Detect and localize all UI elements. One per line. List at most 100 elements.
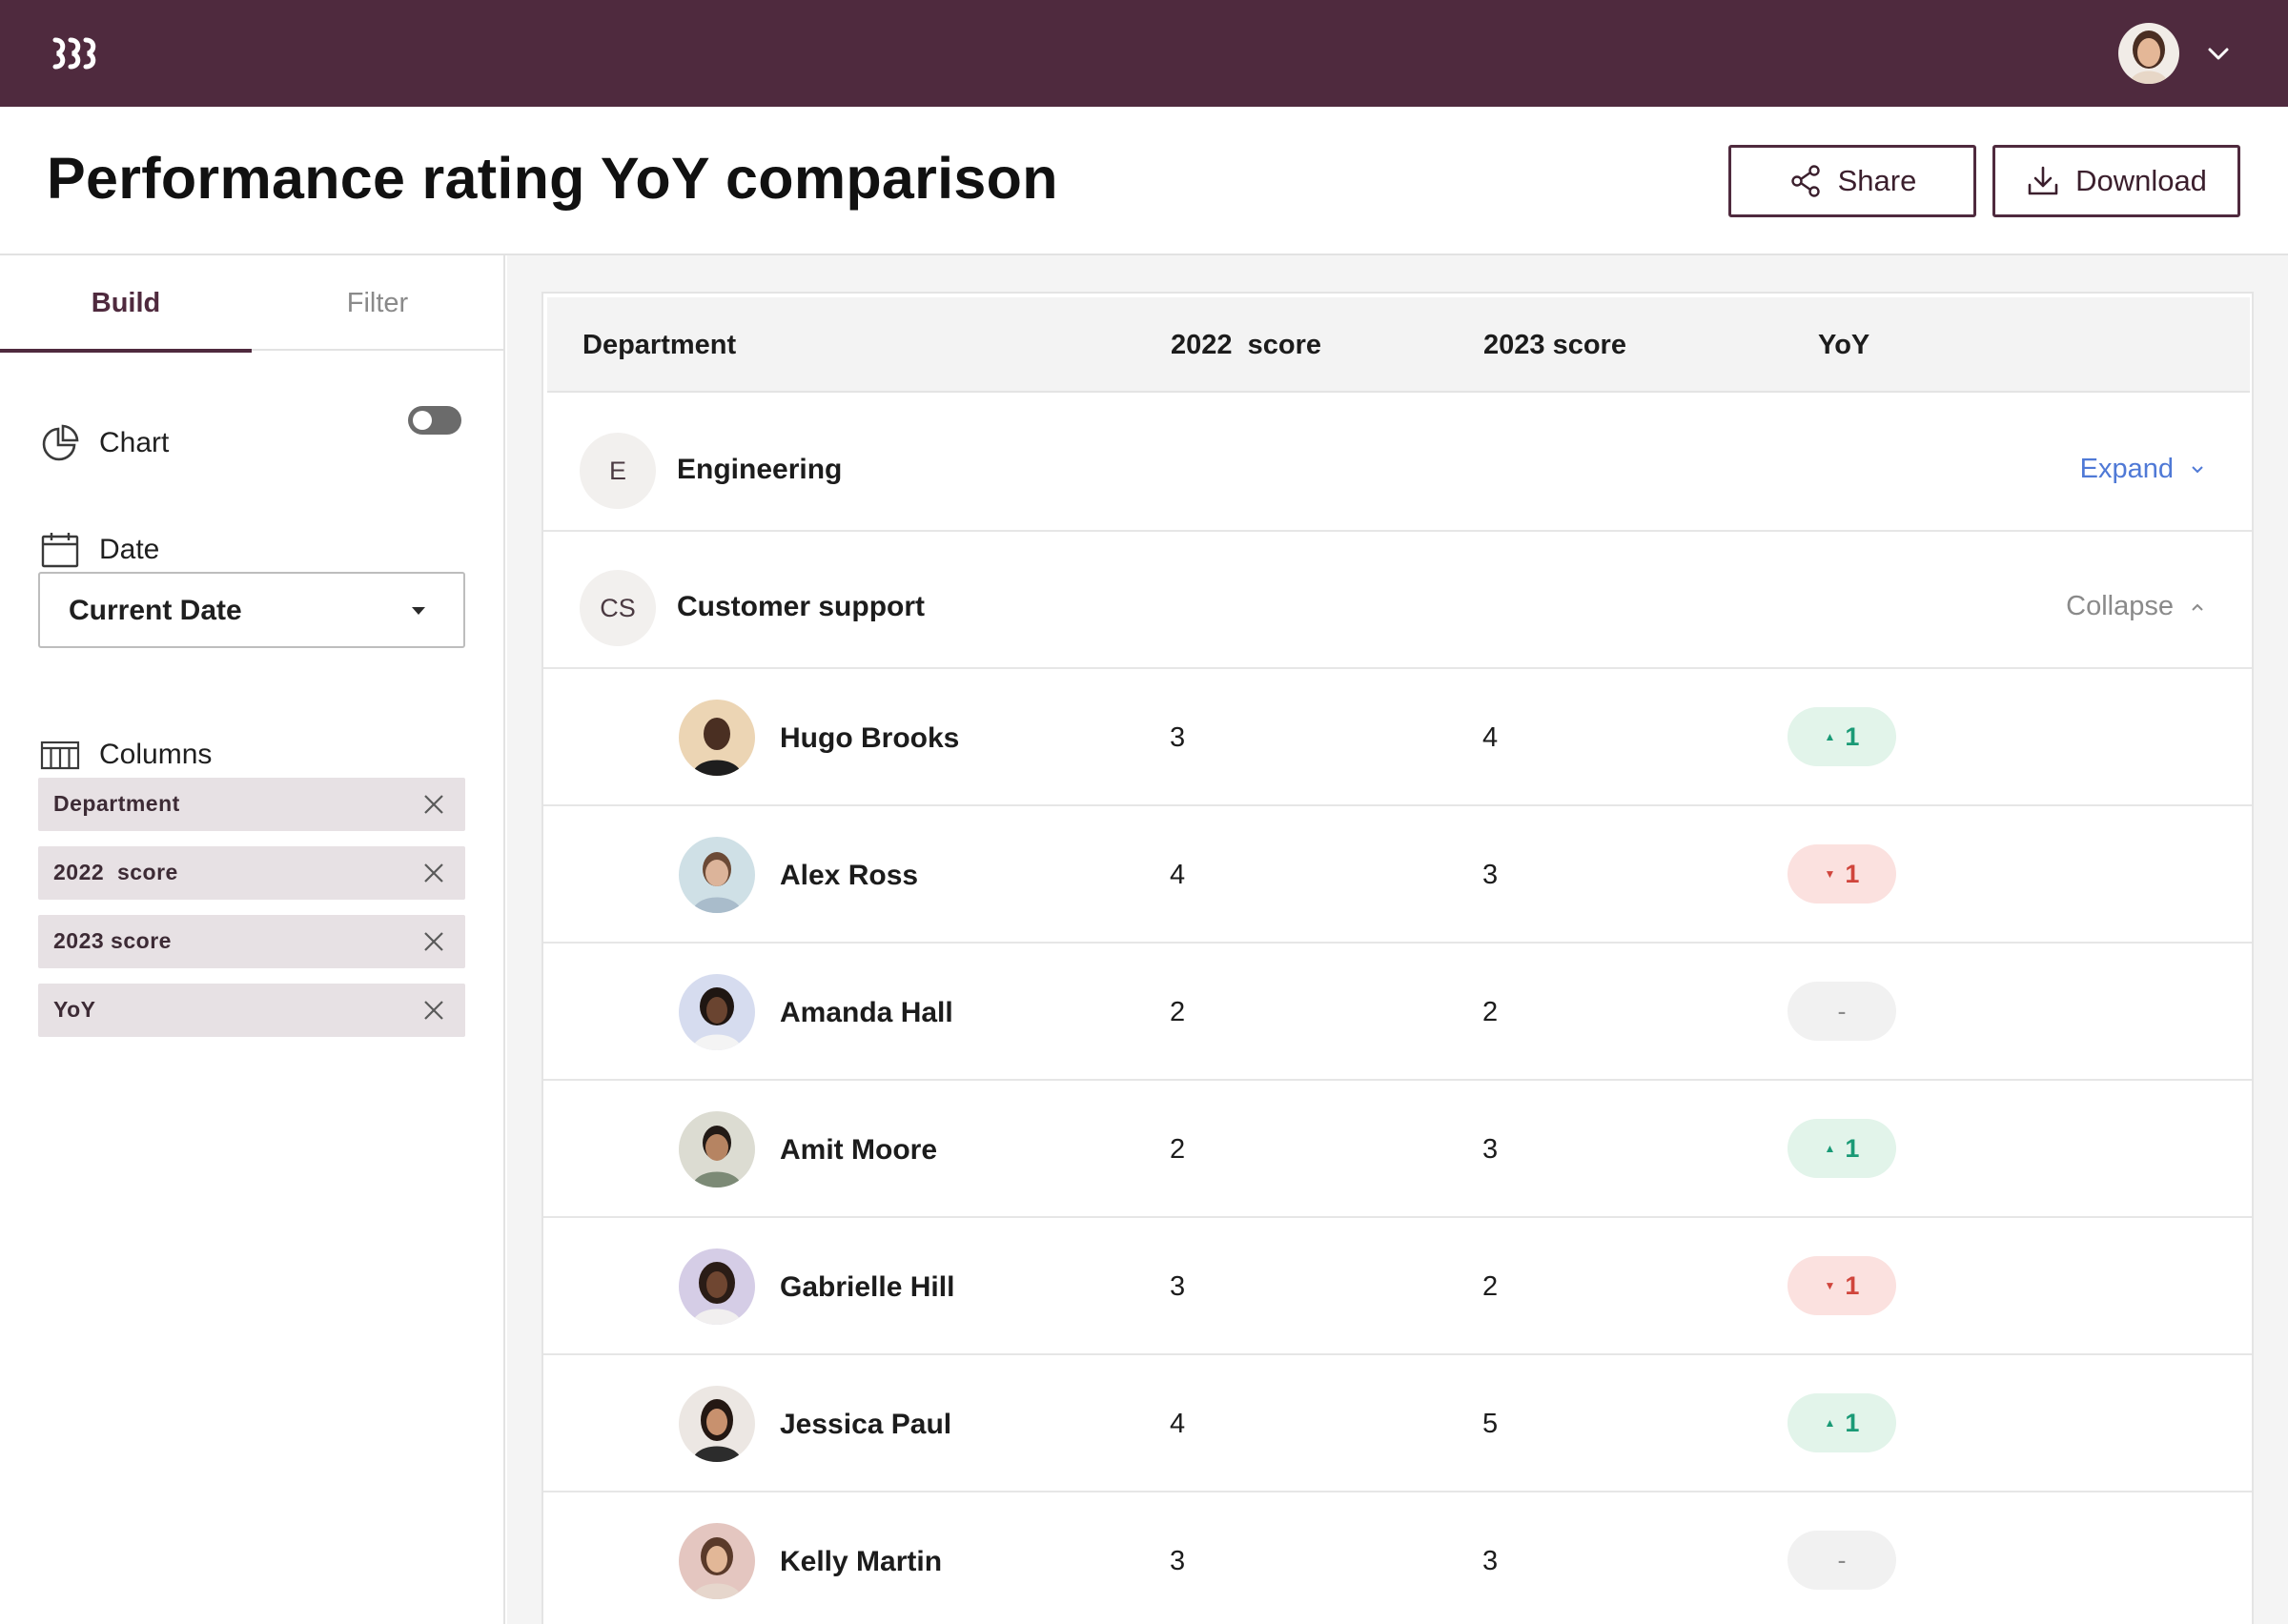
column-chip: 2023 score (38, 915, 465, 968)
score-2023: 3 (1482, 860, 1499, 890)
score-2023: 2 (1482, 1271, 1499, 1302)
chart-toggle[interactable] (408, 406, 461, 435)
chevron-up-icon (2192, 603, 2203, 611)
download-icon (2028, 166, 2058, 195)
table-row[interactable]: Gabrielle Hill 3 2 ▼ 1 (543, 1218, 2252, 1355)
columns-icon (40, 741, 80, 770)
employee-name: Amit Moore (780, 1134, 937, 1166)
column-chip-label: Department (53, 791, 180, 816)
yoy-value: 1 (1845, 1133, 1860, 1163)
avatar (679, 1386, 755, 1462)
yoy-value: - (1837, 996, 1847, 1025)
column-chip: YoY (38, 984, 465, 1037)
column-header-yoy[interactable]: YoY (1818, 330, 1870, 360)
yoy-badge: ▲ 1 (1788, 707, 1896, 766)
score-2023: 2 (1482, 997, 1499, 1027)
trend-up-icon: ▲ (1824, 1416, 1836, 1430)
tab-filter[interactable]: Filter (346, 287, 409, 318)
share-label: Share (1837, 164, 1917, 197)
score-2023: 5 (1482, 1409, 1499, 1439)
score-2022: 3 (1170, 722, 1186, 753)
column-header-department[interactable]: Department (582, 330, 737, 360)
close-icon[interactable] (422, 793, 445, 816)
table-row[interactable]: Amit Moore 2 3 ▲ 1 (543, 1081, 2252, 1218)
yoy-value: 1 (1845, 721, 1860, 751)
top-bar (0, 0, 2288, 107)
avatar (679, 837, 755, 913)
date-option: Date (40, 526, 159, 574)
department-row-engineering[interactable]: E Engineering Expand (543, 395, 2252, 532)
page-title: Performance rating YoY comparison (47, 146, 1058, 211)
columns-section: Columns (40, 731, 212, 779)
tab-build[interactable]: Build (0, 255, 252, 353)
download-label: Download (2075, 164, 2207, 197)
table-row[interactable]: Kelly Martin 3 3 - (543, 1492, 2252, 1624)
collapse-label: Collapse (2066, 591, 2174, 621)
sidebar-tabs: Build Filter (0, 255, 503, 353)
yoy-badge: ▼ 1 (1788, 1256, 1896, 1315)
employee-name: Jessica Paul (780, 1409, 952, 1440)
trend-up-icon: ▲ (1824, 1142, 1836, 1155)
download-button[interactable]: Download (1992, 145, 2240, 217)
employee-name: Alex Ross (780, 860, 919, 891)
table-row[interactable]: Amanda Hall 2 2 - (543, 944, 2252, 1081)
table-header: Department 2022 score 2023 score YoY (547, 297, 2250, 393)
yoy-badge: - (1788, 1531, 1896, 1590)
share-icon (1790, 165, 1820, 197)
score-2022: 3 (1170, 1271, 1186, 1302)
date-select[interactable]: Current Date (38, 572, 465, 648)
avatar (679, 974, 755, 1050)
column-header-2023-score[interactable]: 2023 score (1483, 330, 1626, 360)
column-chip-label: 2023 score (53, 928, 172, 953)
column-chip: 2022 score (38, 846, 465, 900)
yoy-badge: ▼ 1 (1788, 844, 1896, 903)
table-row[interactable]: Hugo Brooks 3 4 ▲ 1 (543, 669, 2252, 806)
score-2023: 4 (1482, 722, 1499, 753)
department-row-customer-support[interactable]: CS Customer support Collapse (543, 532, 2252, 669)
score-2023: 3 (1482, 1134, 1499, 1165)
chart-label: Chart (99, 427, 170, 458)
trend-down-icon: ▼ (1824, 1279, 1836, 1292)
yoy-value: - (1837, 1545, 1847, 1574)
column-chip-label: YoY (53, 997, 96, 1022)
date-select-value: Current Date (69, 595, 242, 626)
user-avatar[interactable] (2118, 23, 2179, 84)
caret-down-icon (412, 607, 425, 615)
brand-logo-icon[interactable] (51, 34, 103, 72)
trend-down-icon: ▼ (1824, 867, 1836, 881)
expand-button[interactable]: Expand (2080, 454, 2204, 485)
close-icon[interactable] (422, 930, 445, 953)
yoy-value: 1 (1845, 1408, 1860, 1437)
table-row[interactable]: Jessica Paul 4 5 ▲ 1 (543, 1355, 2252, 1492)
share-button[interactable]: Share (1728, 145, 1976, 217)
employee-name: Kelly Martin (780, 1546, 943, 1577)
avatar (679, 1111, 755, 1188)
department-initials: E (580, 433, 656, 509)
score-2022: 2 (1170, 997, 1186, 1027)
close-icon[interactable] (422, 862, 445, 884)
close-icon[interactable] (422, 999, 445, 1022)
score-2022: 2 (1170, 1134, 1186, 1165)
table-row[interactable]: Alex Ross 4 3 ▼ 1 (543, 806, 2252, 944)
chevron-down-icon (2192, 465, 2203, 473)
yoy-badge: ▲ 1 (1788, 1393, 1896, 1452)
column-chip: Department (38, 778, 465, 831)
chevron-down-icon[interactable] (2206, 42, 2231, 65)
department-name: Customer support (677, 591, 926, 622)
yoy-value: 1 (1845, 1270, 1860, 1300)
department-initials: CS (580, 570, 656, 646)
avatar (679, 700, 755, 776)
column-header-2022-score[interactable]: 2022 score (1171, 330, 1322, 360)
employee-name: Amanda Hall (780, 997, 953, 1028)
yoy-badge: - (1788, 982, 1896, 1041)
score-2022: 4 (1170, 1409, 1186, 1439)
yoy-value: 1 (1845, 859, 1860, 888)
avatar (679, 1248, 755, 1325)
calendar-icon (41, 533, 79, 568)
builder-sidebar: Build Filter Chart Date Current Date (0, 255, 505, 1624)
score-2023: 3 (1482, 1546, 1499, 1576)
pie-chart-icon (42, 424, 79, 461)
score-2022: 4 (1170, 860, 1186, 890)
collapse-button[interactable]: Collapse (2066, 591, 2204, 622)
column-chip-label: 2022 score (53, 860, 178, 884)
